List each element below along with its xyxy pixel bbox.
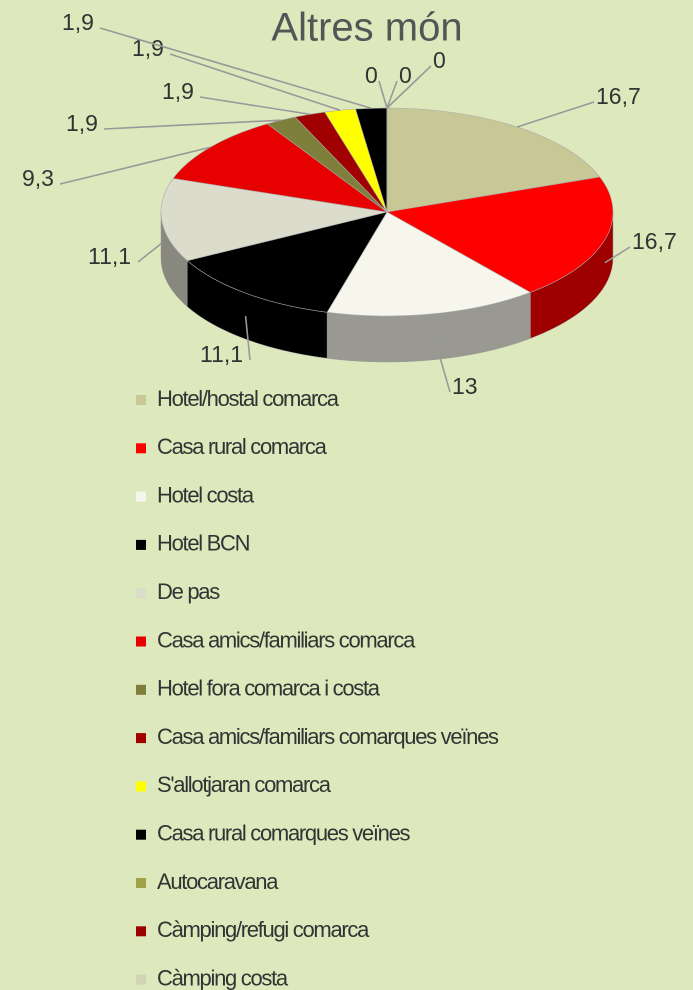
legend-label: Càmping/refugi comarca bbox=[157, 917, 370, 942]
legend-swatch bbox=[136, 926, 146, 937]
legend-label: Hotel BCN bbox=[157, 531, 250, 556]
leader-line bbox=[378, 80, 388, 109]
data-label: 11,1 bbox=[88, 243, 131, 269]
slice bbox=[160, 178, 388, 261]
data-label: 1,9 bbox=[66, 110, 98, 136]
legend-label: De pas bbox=[157, 579, 220, 604]
data-label: 0 bbox=[433, 47, 446, 73]
legend-label: Hotel costa bbox=[157, 482, 255, 507]
leader-line bbox=[99, 27, 372, 110]
legend-label: Càmping costa bbox=[157, 965, 289, 990]
legend-label: Casa rural comarques veïnes bbox=[157, 821, 411, 846]
leader-line bbox=[244, 316, 251, 361]
legend-label: Autocaravana bbox=[157, 869, 279, 894]
legend-swatch bbox=[136, 733, 146, 744]
legend-label: S'allotjaran comarca bbox=[157, 772, 332, 797]
data-label: 11,1 bbox=[200, 341, 243, 367]
slice bbox=[326, 211, 532, 317]
legend-label: Casa amics/familiars comarques veïnes bbox=[157, 724, 499, 749]
legend-swatch bbox=[136, 974, 146, 985]
leader-line bbox=[137, 242, 163, 263]
slice bbox=[172, 123, 388, 213]
legend-label: Casa rural comarca bbox=[157, 434, 328, 459]
slice bbox=[386, 107, 601, 213]
leader-line bbox=[516, 101, 595, 128]
leader-line bbox=[433, 336, 451, 393]
leader-line bbox=[59, 146, 211, 185]
legend-swatch bbox=[136, 443, 146, 454]
data-label: 0 bbox=[399, 62, 412, 88]
legend-swatch bbox=[136, 636, 146, 647]
slice bbox=[186, 211, 388, 313]
legend-swatch bbox=[136, 878, 146, 888]
legend-label: Casa amics/familiars comarca bbox=[157, 627, 416, 652]
chart-title: Altres món bbox=[271, 6, 462, 50]
leader-line bbox=[169, 53, 341, 112]
leader-line bbox=[103, 119, 281, 130]
slice bbox=[386, 176, 614, 293]
legend-swatch bbox=[136, 684, 146, 695]
data-label: 1,9 bbox=[162, 78, 194, 104]
data-label: 16,7 bbox=[596, 83, 641, 109]
data-label: 1,9 bbox=[62, 9, 94, 35]
legend-label: Hotel/hostal comarca bbox=[157, 386, 340, 411]
legend-swatch bbox=[136, 588, 146, 599]
leader-line bbox=[386, 65, 432, 109]
leader-line bbox=[604, 246, 631, 264]
legend-label: Hotel fora comarca i costa bbox=[157, 676, 381, 701]
data-label: 16,7 bbox=[632, 228, 677, 254]
data-label: 13 bbox=[452, 373, 478, 399]
legend-swatch bbox=[136, 829, 146, 840]
leader-line bbox=[386, 80, 398, 109]
leader-line bbox=[199, 96, 310, 116]
legend-swatch bbox=[136, 539, 146, 550]
data-label: 9,3 bbox=[22, 165, 54, 191]
legend-swatch bbox=[136, 395, 146, 405]
data-label: 0 bbox=[365, 62, 378, 88]
legend-swatch bbox=[136, 491, 146, 502]
legend-swatch bbox=[136, 781, 146, 792]
